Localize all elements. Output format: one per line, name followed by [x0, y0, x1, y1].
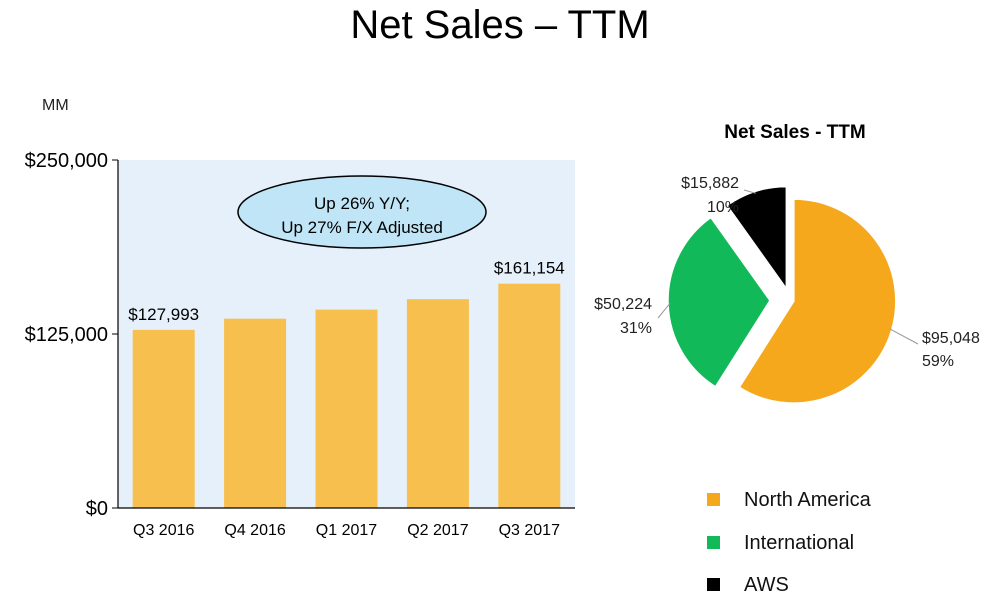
pie-slices [667, 185, 897, 404]
pie-value-label: $15,882 [681, 175, 739, 192]
x-tick-label: Q2 2017 [407, 522, 468, 539]
growth-callout: Up 26% Y/Y; Up 27% F/X Adjusted [237, 175, 487, 249]
legend-swatch-aws [707, 578, 720, 591]
x-tick-label: Q4 2016 [224, 522, 285, 539]
pie-value-label: $95,048 [922, 330, 980, 347]
y-tick-label: $250,000 [25, 150, 108, 172]
x-tick-label: Q1 2017 [316, 522, 377, 539]
pie-leader-lines [657, 189, 919, 345]
y-tick-label: $125,000 [25, 324, 108, 346]
y-axis-ticks: $0 $125,000 $250,000 [25, 150, 118, 520]
callout-line-2: Up 27% F/X Adjusted [281, 218, 443, 237]
callout-ellipse [237, 175, 487, 249]
x-axis-ticks: Q3 2016 Q4 2016 Q1 2017 Q2 2017 Q3 2017 [133, 522, 560, 539]
bar-q3-2017 [498, 283, 561, 508]
bar-chart: MM $0 $125,000 $250,000 Q3 2016 Q4 2016 Q1 2… [25, 97, 575, 539]
legend-swatch-international [707, 536, 720, 549]
bar-q1-2017 [315, 309, 378, 508]
pie-percent-label: 59% [922, 353, 954, 370]
legend-swatch-north-america [707, 493, 720, 506]
bar-data-label: $161,154 [494, 259, 565, 278]
legend-label: International [744, 532, 854, 554]
pie-data-labels: $95,048 59% $50,224 31% $15,882 10% [594, 175, 980, 370]
bar-data-label: $127,993 [128, 305, 199, 324]
unit-label: MM [42, 97, 69, 114]
pie-slice-international [667, 216, 771, 388]
pie-leader-line [657, 302, 671, 319]
x-tick-label: Q3 2016 [133, 522, 194, 539]
pie-slice-aws [726, 185, 788, 291]
pie-legend: North America International AWS [707, 489, 872, 596]
x-tick-label: Q3 2017 [499, 522, 560, 539]
bar-q3-2016 [132, 329, 195, 508]
callout-line-1: Up 26% Y/Y; [314, 194, 410, 213]
bar-q2-2017 [406, 299, 469, 508]
pie-value-label: $50,224 [594, 296, 652, 313]
legend-label: North America [744, 489, 872, 511]
pie-leader-line [743, 189, 757, 194]
pie-leader-line [889, 328, 919, 345]
pie-title: Net Sales - TTM [724, 122, 865, 143]
page-title: Net Sales – TTM [350, 3, 650, 47]
bar-data-labels: $127,993 $161,154 [128, 259, 565, 324]
pie-percent-label: 10% [707, 199, 739, 216]
pie-percent-label: 31% [620, 320, 652, 337]
bars [132, 283, 561, 508]
legend-label: AWS [744, 574, 789, 596]
y-tick-label: $0 [86, 498, 108, 520]
bar-q4-2016 [224, 318, 287, 508]
pie-chart: Net Sales - TTM $95,048 59% $50,224 31% $15,… [594, 122, 980, 596]
